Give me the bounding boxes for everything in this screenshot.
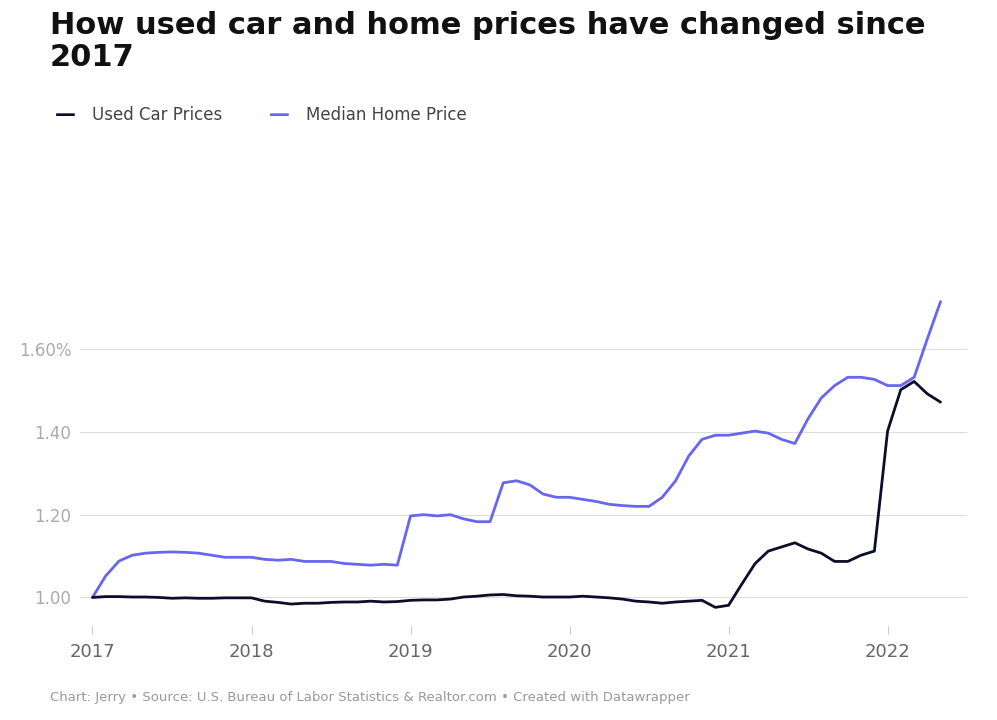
- Text: Median Home Price: Median Home Price: [306, 107, 467, 124]
- Text: —: —: [55, 105, 76, 125]
- Text: How used car and home prices have changed since: How used car and home prices have change…: [50, 11, 925, 40]
- Text: —: —: [269, 105, 290, 125]
- Text: 2017: 2017: [50, 43, 135, 72]
- Text: Used Car Prices: Used Car Prices: [92, 107, 222, 124]
- Text: Chart: Jerry • Source: U.S. Bureau of Labor Statistics & Realtor.com • Created w: Chart: Jerry • Source: U.S. Bureau of La…: [50, 691, 690, 704]
